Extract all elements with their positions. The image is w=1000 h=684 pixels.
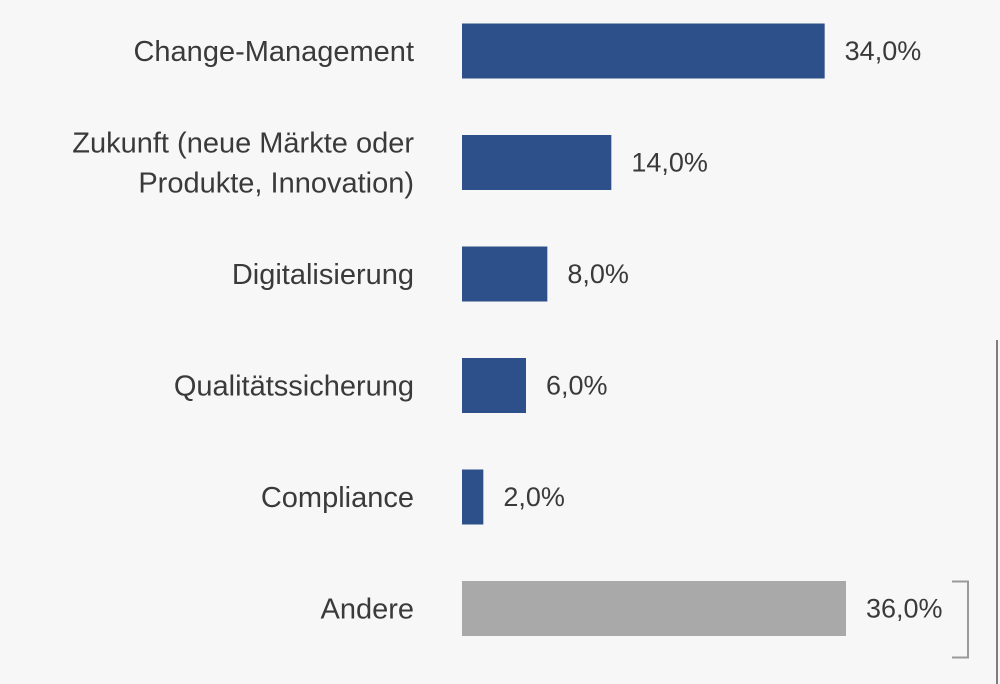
bar-0 xyxy=(462,23,825,79)
category-label-line: Qualitätssicherung xyxy=(174,371,414,403)
category-label-line: Zukunft (neue Märkte oder xyxy=(72,128,414,160)
value-label-5: 36,0% xyxy=(866,594,943,624)
category-label-line: Digitalisierung xyxy=(232,259,414,291)
group-bracket xyxy=(952,580,969,659)
category-label-0: Change-Management xyxy=(133,36,414,68)
bars-layer xyxy=(462,23,846,636)
category-label-2: Digitalisierung xyxy=(232,259,414,291)
category-label-5: Andere xyxy=(320,594,414,626)
category-label-line: Produkte, Innovation) xyxy=(138,168,414,200)
value-label-0: 34,0% xyxy=(845,36,922,66)
value-label-2: 8,0% xyxy=(567,259,629,289)
bar-3 xyxy=(462,358,526,413)
category-label-line: Andere xyxy=(320,594,414,626)
value-labels-layer: 34,0% 14,0% 8,0% 6,0% 2,0% 36,0% xyxy=(503,36,942,624)
category-label-4: Compliance xyxy=(261,482,414,514)
category-label-line: Change-Management xyxy=(133,36,414,68)
category-label-3: Qualitätssicherung xyxy=(174,371,414,403)
category-label-1: Zukunft (neue Märkte oder Produkte, Innov… xyxy=(72,128,414,200)
bar-2 xyxy=(462,246,548,302)
bar-1 xyxy=(462,135,612,190)
value-label-1: 14,0% xyxy=(631,148,708,178)
value-label-4: 2,0% xyxy=(503,482,565,512)
value-label-3: 6,0% xyxy=(546,371,608,401)
bar-4 xyxy=(462,469,484,525)
labels-layer: Change-Management Zukunft (neue Märkte od… xyxy=(72,36,414,626)
category-label-line: Compliance xyxy=(261,482,414,514)
bar-5 xyxy=(462,581,846,636)
